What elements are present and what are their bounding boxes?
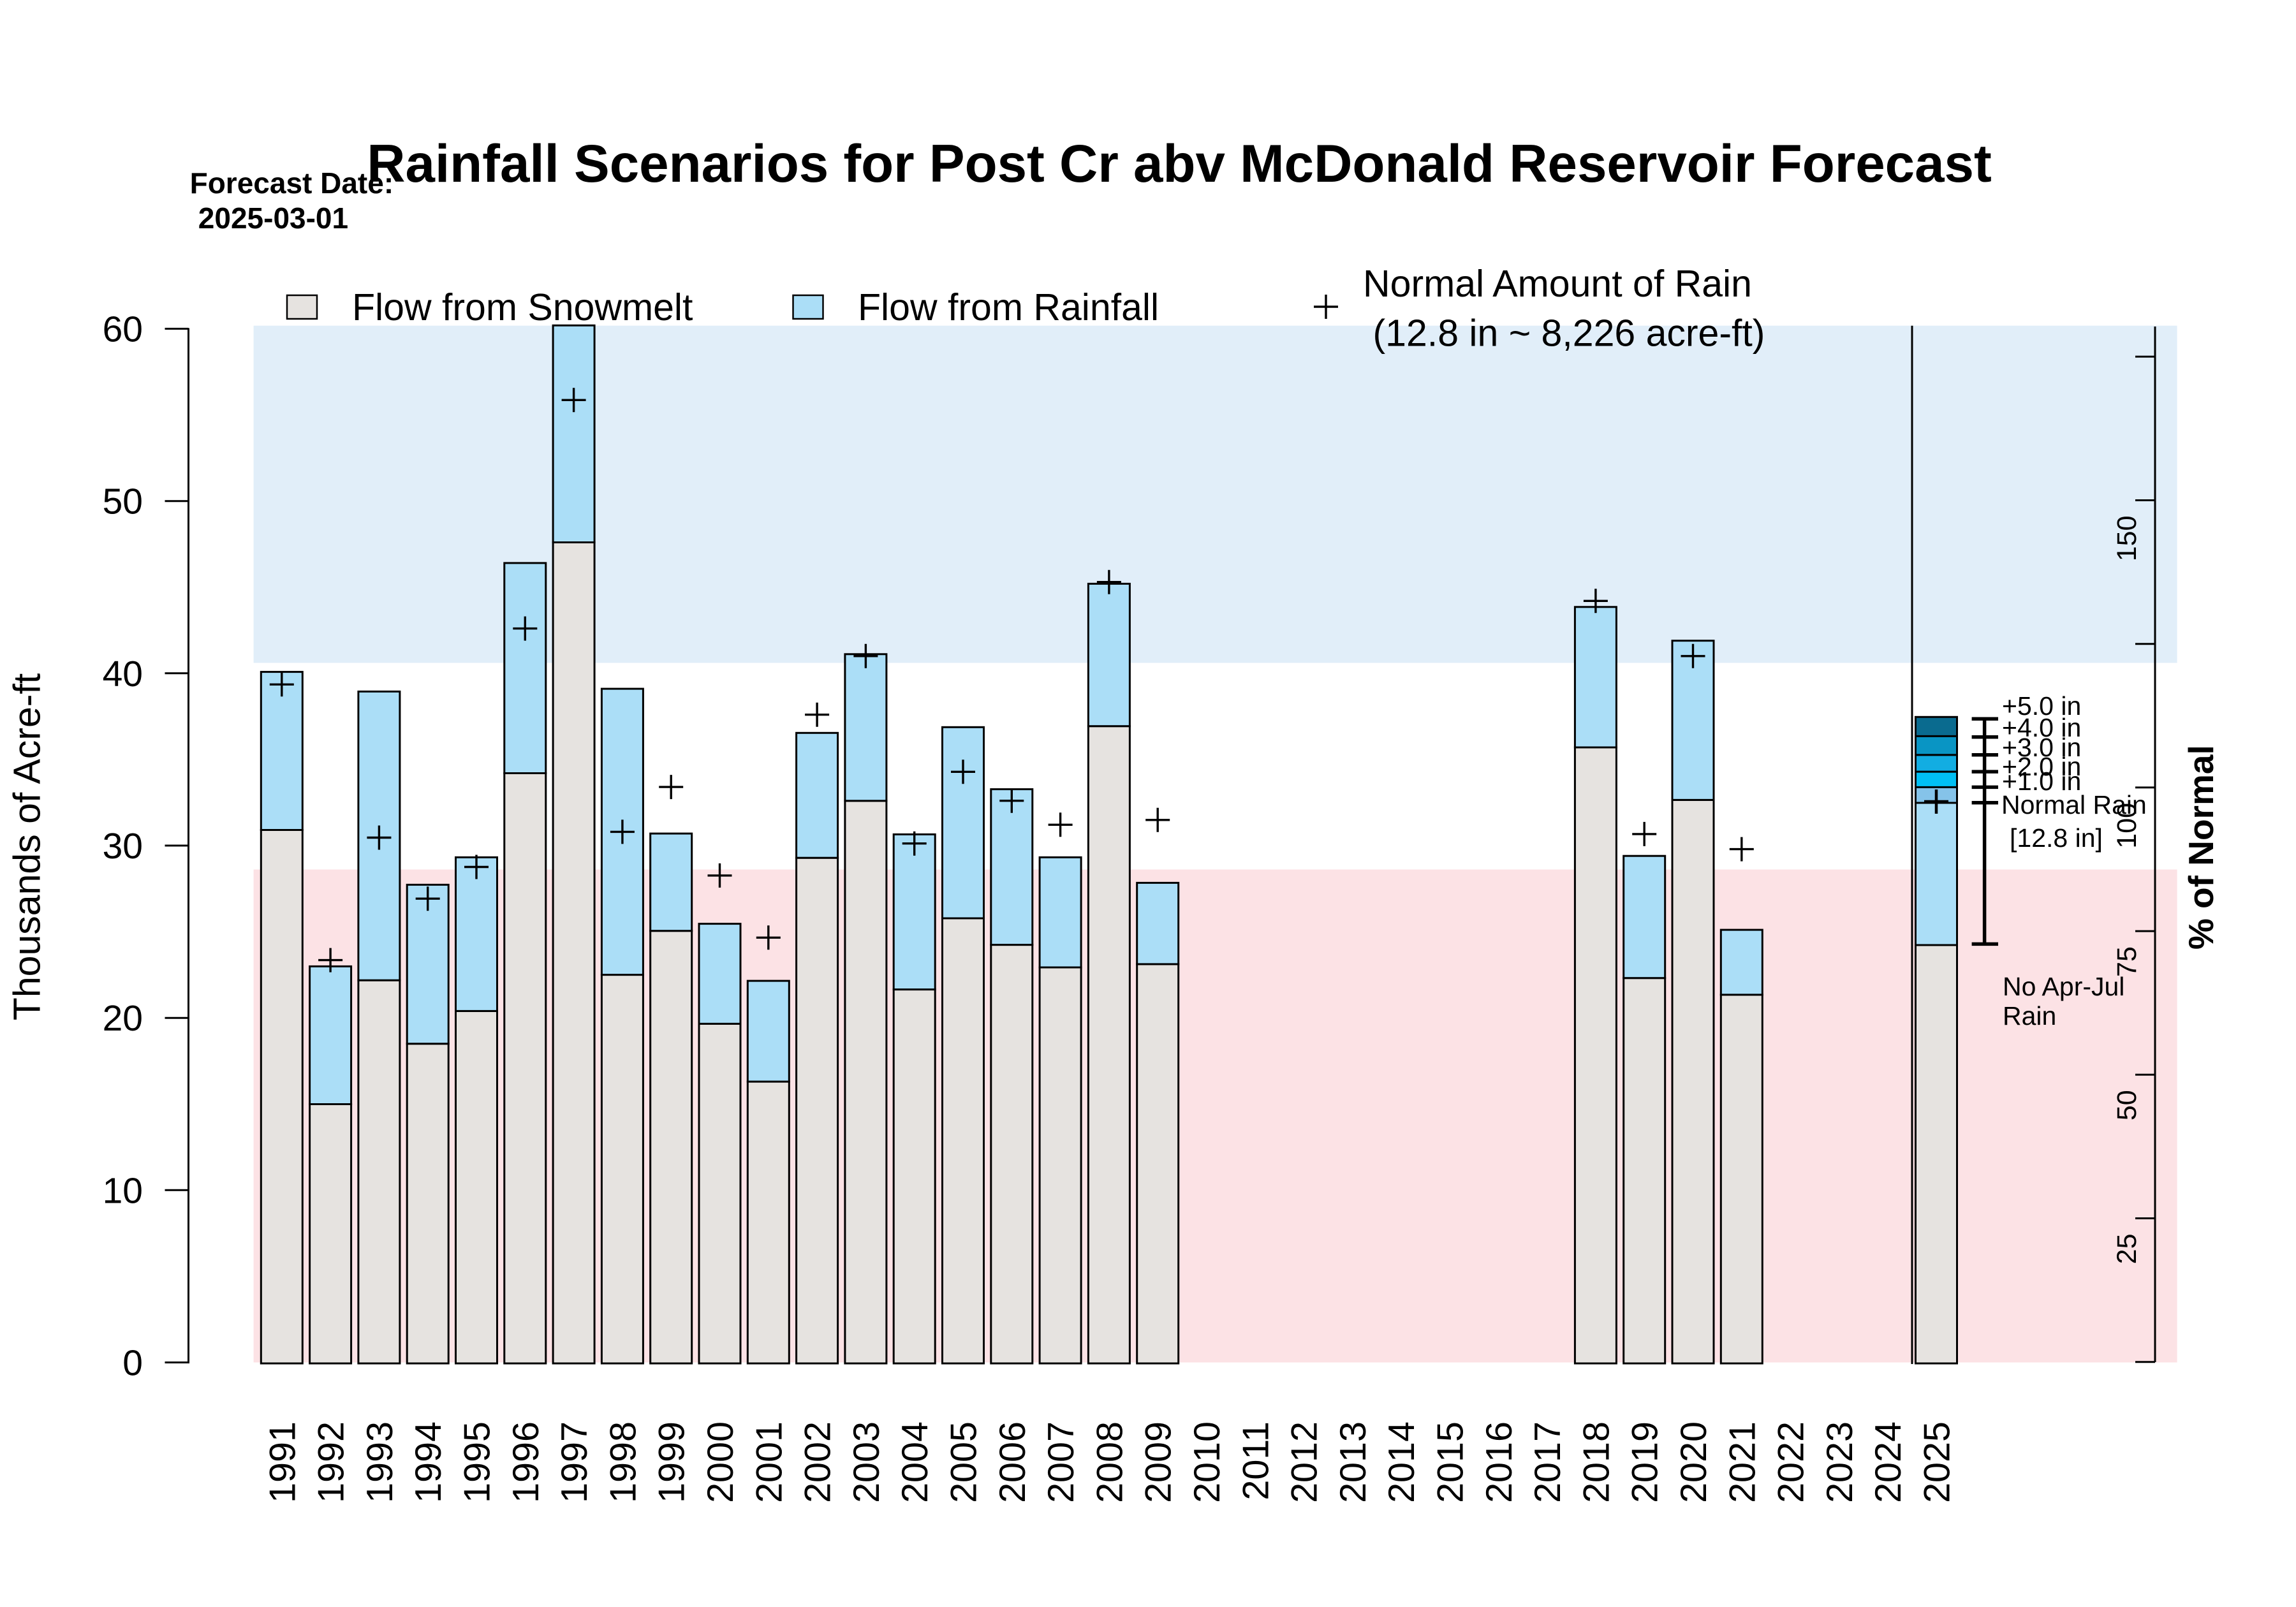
svg-text:30: 30	[103, 826, 143, 867]
svg-text:75: 75	[2112, 946, 2142, 977]
svg-text:2022: 2022	[1771, 1421, 1812, 1503]
svg-text:(12.8 in ~ 8,226 acre-ft): (12.8 in ~ 8,226 acre-ft)	[1373, 312, 1765, 355]
svg-text:+2.0 in: +2.0 in	[2002, 752, 2081, 781]
svg-text:2012: 2012	[1284, 1421, 1325, 1503]
svg-text:2013: 2013	[1333, 1421, 1374, 1503]
svg-text:+4.0 in: +4.0 in	[2002, 713, 2081, 742]
svg-text:Flow from Rainfall: Flow from Rainfall	[858, 286, 1159, 328]
svg-text:Flow from Snowmelt: Flow from Snowmelt	[352, 286, 693, 328]
svg-text:50: 50	[2112, 1090, 2142, 1120]
svg-text:60: 60	[103, 309, 143, 350]
svg-text:2015: 2015	[1431, 1421, 1471, 1503]
svg-text:1996: 1996	[506, 1421, 547, 1503]
svg-text:2000: 2000	[700, 1421, 741, 1503]
svg-text:Rain: Rain	[2003, 1001, 2056, 1031]
svg-text:1995: 1995	[457, 1421, 498, 1503]
svg-text:1997: 1997	[554, 1421, 595, 1503]
svg-text:2016: 2016	[1479, 1421, 1520, 1503]
svg-text:Normal Rain: Normal Rain	[2001, 790, 2147, 819]
svg-text:Rainfall Scenarios for Post Cr: Rainfall Scenarios for Post Cr abv McDon…	[367, 133, 1992, 193]
svg-text:1999: 1999	[652, 1421, 693, 1503]
svg-text:50: 50	[103, 481, 143, 522]
svg-text:2014: 2014	[1381, 1421, 1422, 1503]
svg-text:Thousands of Acre-ft: Thousands of Acre-ft	[6, 673, 48, 1020]
svg-text:150: 150	[2112, 516, 2142, 562]
svg-text:2017: 2017	[1527, 1421, 1568, 1503]
svg-text:2001: 2001	[749, 1421, 790, 1503]
svg-text:2010: 2010	[1187, 1421, 1228, 1503]
svg-text:2020: 2020	[1674, 1421, 1714, 1503]
svg-text:Normal Amount of Rain: Normal Amount of Rain	[1363, 263, 1752, 305]
svg-text:2002: 2002	[798, 1421, 839, 1503]
svg-text:2005: 2005	[944, 1421, 985, 1503]
svg-text:2023: 2023	[1820, 1421, 1860, 1503]
svg-text:25: 25	[2112, 1234, 2142, 1265]
svg-text:100: 100	[2112, 803, 2142, 849]
svg-text:1994: 1994	[408, 1421, 449, 1503]
svg-text:+3.0 in: +3.0 in	[2002, 733, 2081, 762]
svg-text:20: 20	[103, 998, 143, 1039]
svg-text:2025: 2025	[1917, 1421, 1958, 1503]
svg-text:2024: 2024	[1868, 1421, 1909, 1503]
svg-text:10: 10	[103, 1170, 143, 1211]
svg-text:2025-03-01: 2025-03-01	[198, 202, 348, 235]
svg-text:2008: 2008	[1089, 1421, 1130, 1503]
svg-text:2019: 2019	[1625, 1421, 1666, 1503]
svg-text:2007: 2007	[1041, 1421, 1082, 1503]
svg-text:2018: 2018	[1576, 1421, 1617, 1503]
svg-text:2003: 2003	[846, 1421, 887, 1503]
svg-text:[12.8 in]: [12.8 in]	[2010, 823, 2103, 853]
svg-text:% of Normal: % of Normal	[2181, 745, 2221, 950]
svg-text:0: 0	[122, 1343, 143, 1384]
svg-text:1992: 1992	[311, 1421, 352, 1503]
svg-text:+1.0 in: +1.0 in	[2002, 767, 2081, 796]
svg-text:No Apr-Jul: No Apr-Jul	[2003, 972, 2124, 1001]
svg-text:1998: 1998	[603, 1421, 644, 1503]
svg-text:Forecast Date:: Forecast Date:	[190, 166, 394, 200]
svg-text:1993: 1993	[360, 1421, 401, 1503]
svg-text:2006: 2006	[992, 1421, 1033, 1503]
svg-text:2009: 2009	[1138, 1421, 1179, 1503]
svg-text:2004: 2004	[895, 1421, 936, 1503]
svg-text:2011: 2011	[1235, 1421, 1276, 1501]
svg-text:1991: 1991	[262, 1421, 303, 1503]
svg-text:2021: 2021	[1722, 1421, 1763, 1503]
svg-text:40: 40	[103, 654, 143, 694]
svg-text:+5.0 in: +5.0 in	[2002, 691, 2081, 721]
